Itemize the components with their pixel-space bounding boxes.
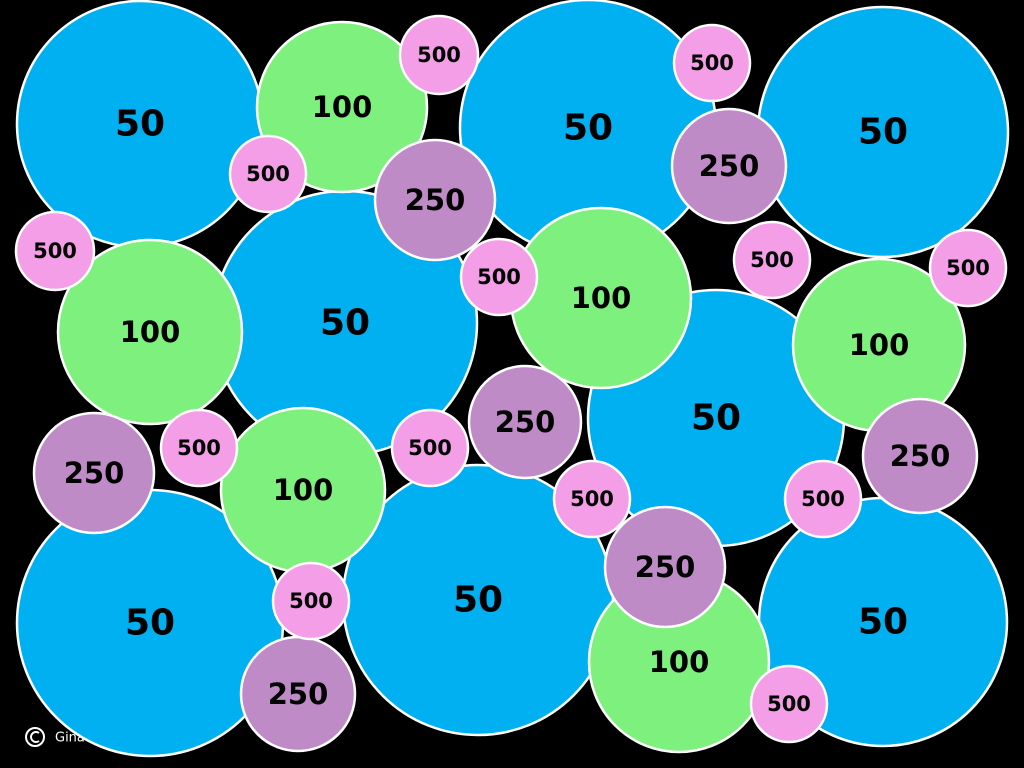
point-label: 500 [801, 487, 845, 511]
point-circle [928, 228, 1008, 308]
point-circle [159, 408, 239, 488]
point-circle [732, 220, 812, 300]
point-label: 50 [858, 112, 908, 153]
point-label: 500 [690, 51, 734, 75]
point-circle [373, 138, 497, 262]
point-label: 50 [563, 108, 613, 149]
point-label: 250 [699, 149, 760, 183]
point-circle [552, 459, 632, 539]
point-label: 50 [858, 602, 908, 643]
point-circle [459, 237, 539, 317]
circle-group: 50 50 50 50 50 50 50 50 100 100 100 100 100 100 250 250… [14, 0, 1010, 758]
point-label: 50 [320, 303, 370, 344]
point-label: 250 [495, 405, 556, 439]
point-label: 500 [767, 692, 811, 716]
point-label: 100 [849, 328, 910, 362]
point-label: 250 [890, 439, 951, 473]
point-circle [255, 20, 429, 194]
point-label: 500 [246, 162, 290, 186]
point-label: 500 [946, 256, 990, 280]
point-circle [749, 664, 829, 744]
copyright-c [30, 731, 40, 743]
point-label: 100 [312, 90, 373, 124]
point-label: 500 [750, 248, 794, 272]
point-circle [783, 459, 863, 539]
point-circle [32, 411, 156, 535]
point-label: 100 [273, 473, 334, 507]
point-label: 100 [571, 281, 632, 315]
point-label: 50 [453, 580, 503, 621]
point-circle [670, 107, 788, 225]
point-label: 50 [115, 104, 165, 145]
point-label: 500 [289, 589, 333, 613]
point-label: 500 [417, 43, 461, 67]
point-label: 250 [268, 677, 329, 711]
point-label: 100 [120, 315, 181, 349]
point-label: 500 [177, 436, 221, 460]
point-circle [271, 561, 351, 641]
point-circle [228, 134, 308, 214]
point-label: 250 [405, 183, 466, 217]
point-label: 50 [691, 398, 741, 439]
point-label: 500 [477, 265, 521, 289]
point-circle [398, 14, 480, 96]
point-label: 50 [125, 603, 175, 644]
point-label: 500 [570, 487, 614, 511]
point-label: 250 [64, 456, 125, 490]
point-label: 500 [408, 436, 452, 460]
point-circle [603, 505, 727, 629]
copyright-icon [25, 727, 45, 747]
point-circle [14, 210, 96, 292]
point-label: 250 [635, 550, 696, 584]
point-circle [861, 397, 979, 515]
point-label: 500 [33, 239, 77, 263]
point-circle [467, 364, 583, 480]
point-circle [390, 408, 470, 488]
point-circle [56, 238, 244, 426]
point-circle [672, 23, 752, 103]
point-label: 100 [649, 645, 710, 679]
